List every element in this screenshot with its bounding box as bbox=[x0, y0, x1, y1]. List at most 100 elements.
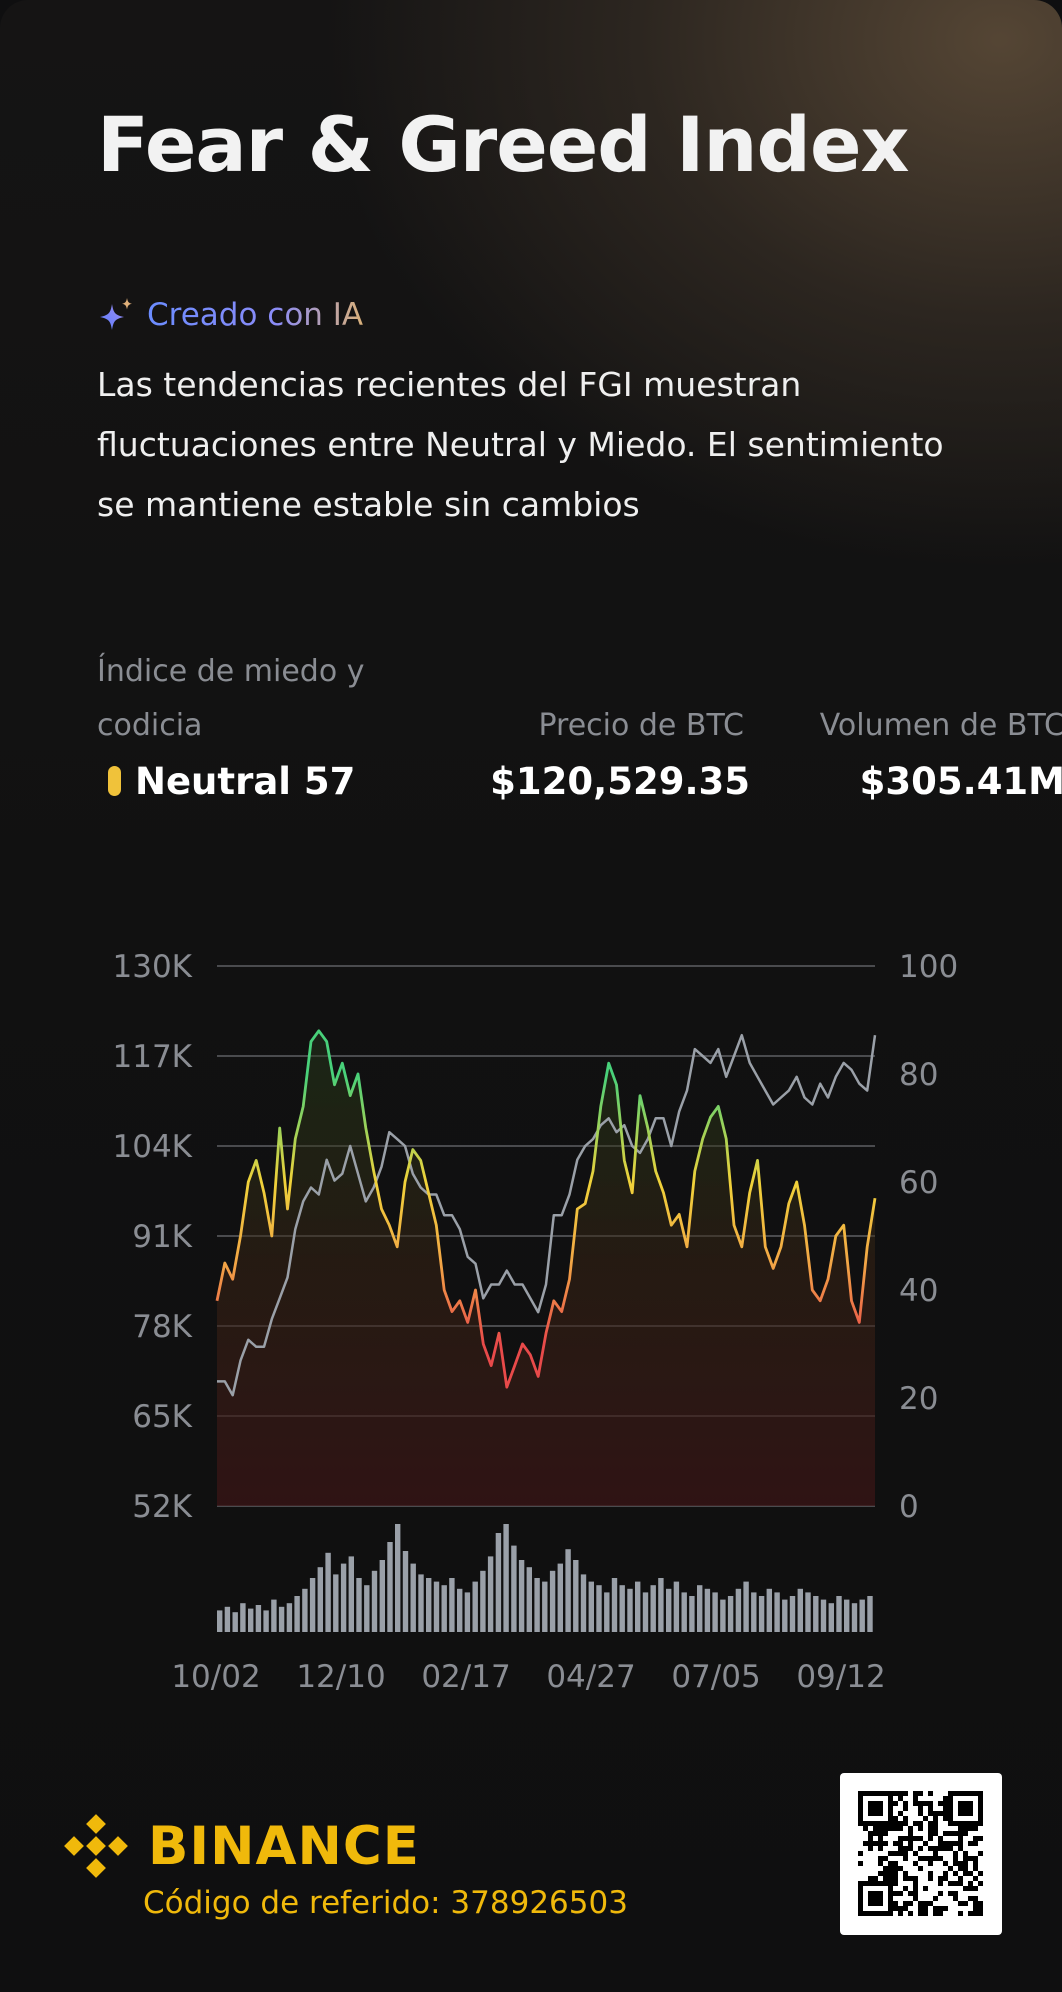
qr-module bbox=[898, 1891, 903, 1896]
fgi-value: Neutral 57 bbox=[135, 760, 356, 803]
qr-module bbox=[958, 1846, 963, 1851]
referral-code: Código de referido: 378926503 bbox=[143, 1885, 628, 1921]
x-axis-tick: 02/17 bbox=[421, 1659, 510, 1695]
volume-bar bbox=[789, 1596, 796, 1632]
btc-volume-label: Volumen de BTC bbox=[819, 708, 1062, 743]
volume-bar bbox=[418, 1574, 424, 1632]
volume-bar bbox=[588, 1581, 594, 1632]
volume-bar bbox=[604, 1592, 610, 1632]
qr-module bbox=[938, 1876, 943, 1881]
volume-bar bbox=[480, 1570, 486, 1632]
qr-module bbox=[953, 1891, 958, 1896]
qr-module bbox=[913, 1861, 918, 1866]
volume-bar bbox=[286, 1603, 293, 1632]
qr-module bbox=[948, 1891, 953, 1896]
volume-bar bbox=[325, 1552, 331, 1632]
volume-bar bbox=[565, 1549, 571, 1632]
qr-module bbox=[923, 1856, 928, 1861]
btc-price-line bbox=[217, 1033, 877, 1397]
qr-module bbox=[878, 1846, 883, 1851]
qr-module bbox=[943, 1871, 948, 1876]
volume-bar bbox=[766, 1588, 772, 1632]
qr-module bbox=[863, 1841, 868, 1846]
qr-module bbox=[943, 1861, 948, 1866]
volume-bar bbox=[712, 1592, 718, 1632]
qr-module bbox=[958, 1881, 963, 1886]
qr-module bbox=[908, 1826, 913, 1831]
qr-module bbox=[913, 1801, 918, 1806]
qr-module bbox=[948, 1866, 953, 1871]
qr-module bbox=[883, 1856, 888, 1861]
qr-module bbox=[903, 1886, 908, 1891]
qr-module bbox=[928, 1811, 933, 1816]
volume-bar bbox=[844, 1599, 850, 1632]
volume-bar bbox=[542, 1581, 548, 1632]
qr-module bbox=[908, 1831, 913, 1836]
qr-module bbox=[963, 1856, 968, 1861]
qr-module bbox=[913, 1891, 918, 1896]
volume-bar bbox=[263, 1610, 269, 1632]
qr-module bbox=[898, 1811, 903, 1816]
qr-module bbox=[953, 1831, 958, 1836]
qr-module bbox=[963, 1866, 968, 1871]
qr-module bbox=[928, 1831, 933, 1836]
qr-module bbox=[903, 1801, 908, 1806]
qr-module bbox=[933, 1831, 938, 1836]
qr-module bbox=[968, 1886, 973, 1891]
fgi-area-fill bbox=[217, 1030, 875, 1506]
left-axis-tick: 130K bbox=[113, 949, 193, 985]
qr-module bbox=[978, 1911, 983, 1916]
volume-bar bbox=[580, 1574, 587, 1632]
volume-bar bbox=[371, 1570, 378, 1632]
binance-logo: BINANCE bbox=[58, 1808, 420, 1884]
qr-module bbox=[938, 1856, 943, 1861]
qr-module bbox=[893, 1876, 898, 1881]
qr-module bbox=[898, 1866, 903, 1871]
volume-bar bbox=[457, 1588, 463, 1632]
qr-module bbox=[973, 1836, 978, 1841]
volume-bar bbox=[836, 1596, 842, 1632]
qr-module bbox=[868, 1836, 873, 1841]
qr-module bbox=[893, 1791, 898, 1796]
right-axis-tick: 0 bbox=[899, 1489, 919, 1525]
qr-module bbox=[883, 1841, 888, 1846]
x-axis-tick: 04/27 bbox=[546, 1659, 635, 1695]
qr-module bbox=[908, 1836, 913, 1841]
qr-module bbox=[978, 1871, 983, 1876]
qr-module bbox=[888, 1826, 893, 1831]
qr-module bbox=[883, 1871, 888, 1876]
qr-module bbox=[958, 1876, 963, 1881]
qr-module bbox=[873, 1841, 878, 1846]
qr-module bbox=[893, 1861, 898, 1866]
qr-module bbox=[933, 1896, 938, 1901]
qr-module bbox=[888, 1851, 893, 1856]
qr-module bbox=[908, 1841, 913, 1846]
qr-module bbox=[928, 1826, 933, 1831]
volume-bar bbox=[758, 1596, 765, 1632]
qr-module bbox=[893, 1821, 898, 1826]
volume-bar bbox=[658, 1578, 664, 1632]
volume-bar bbox=[224, 1606, 231, 1632]
qr-module bbox=[958, 1861, 963, 1866]
qr-module bbox=[913, 1796, 918, 1801]
qr-module bbox=[938, 1846, 943, 1851]
qr-module bbox=[903, 1901, 908, 1906]
qr-module bbox=[923, 1886, 928, 1891]
qr-module bbox=[953, 1851, 958, 1856]
volume-bar bbox=[511, 1545, 517, 1632]
qr-module bbox=[908, 1911, 913, 1916]
qr-module bbox=[973, 1866, 978, 1871]
qr-module bbox=[908, 1876, 913, 1881]
right-axis-tick: 20 bbox=[899, 1381, 938, 1417]
volume-bar bbox=[340, 1563, 347, 1632]
volume-bar bbox=[255, 1605, 262, 1632]
volume-bar bbox=[348, 1556, 354, 1632]
qr-module bbox=[858, 1851, 863, 1856]
qr-module bbox=[873, 1826, 878, 1831]
qr-module bbox=[913, 1896, 918, 1901]
volume-bar bbox=[650, 1585, 656, 1632]
qr-module bbox=[928, 1856, 933, 1861]
qr-module bbox=[898, 1906, 903, 1911]
qr-module bbox=[903, 1851, 908, 1856]
qr-module bbox=[878, 1841, 883, 1846]
